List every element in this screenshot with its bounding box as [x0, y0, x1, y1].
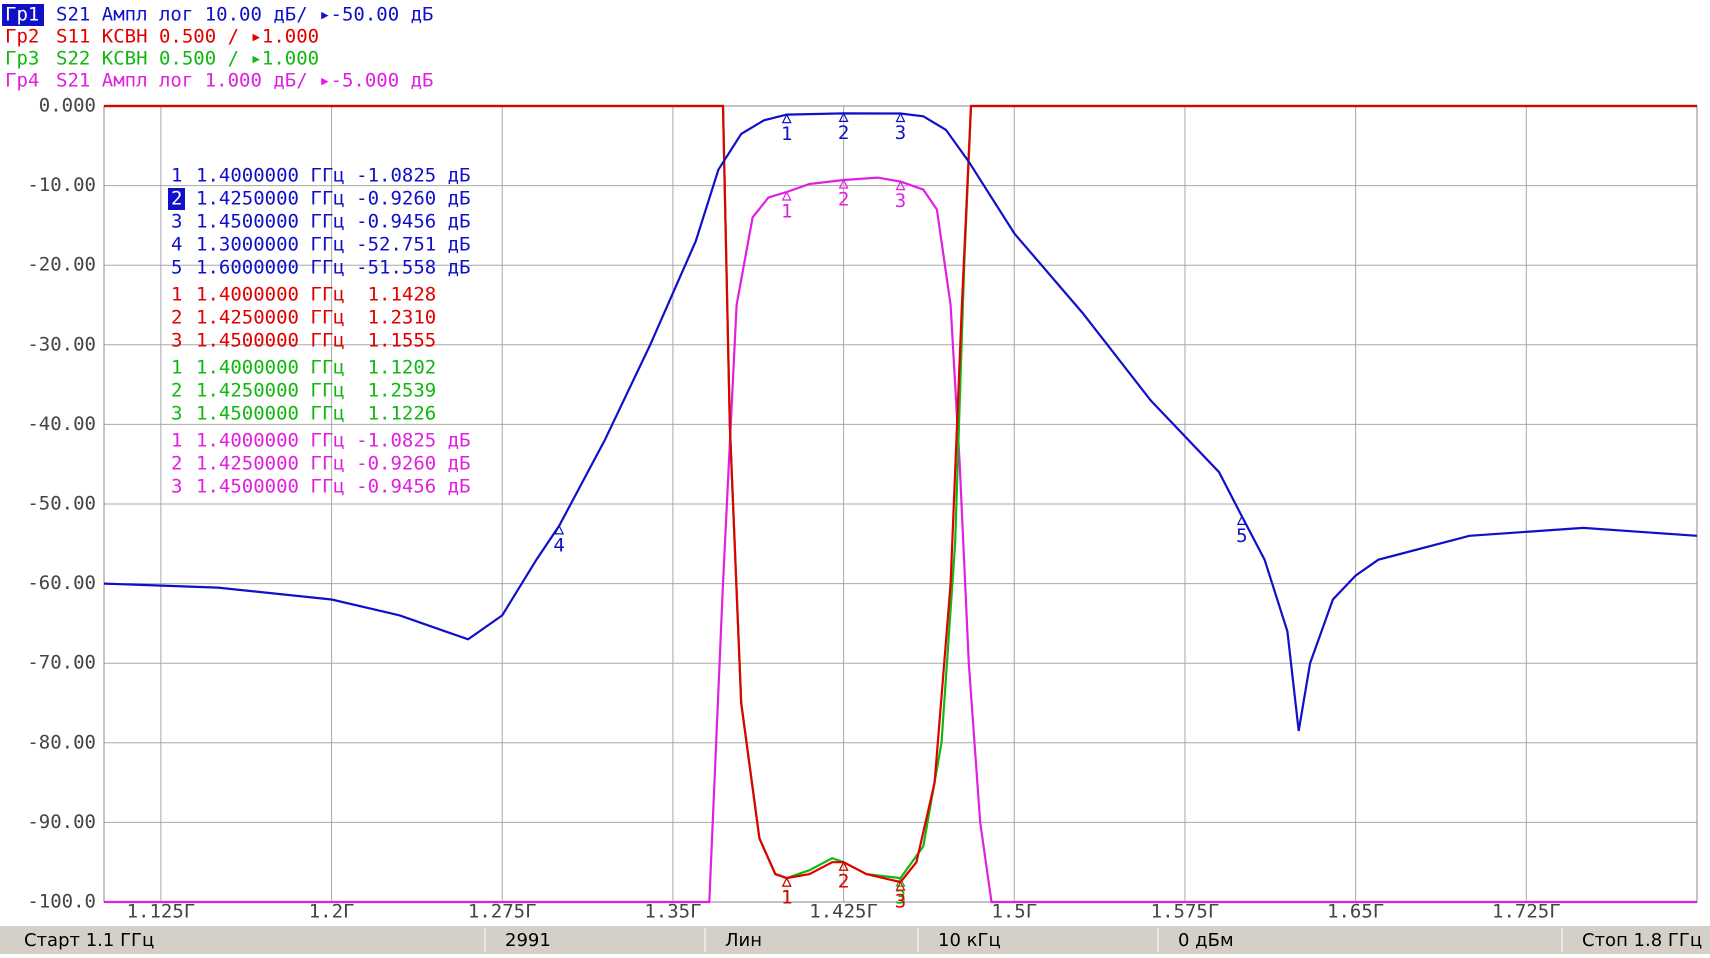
marker-number: 2 [171, 188, 182, 210]
marker-number: 2 [171, 380, 182, 402]
marker-triangle [895, 180, 906, 191]
marker-triangle [895, 880, 906, 891]
x-tick-label: 1.65Г [1327, 901, 1384, 923]
y-tick-label: -20.00 [27, 254, 96, 276]
marker-number: 1 [171, 165, 182, 187]
marker-readout: 1.4500000 ГГц -0.9456 дБ [196, 211, 471, 233]
marker-label: 3 [895, 190, 906, 212]
x-tick-label: 1.725Г [1492, 901, 1561, 923]
marker-triangle [781, 876, 792, 887]
marker-triangle [781, 113, 792, 124]
marker-number: 2 [171, 453, 182, 475]
marker-label: 1 [781, 887, 792, 909]
y-tick-label: -50.00 [27, 493, 96, 515]
status-field: 0 дБм [1178, 930, 1234, 951]
marker-readout: 1.3000000 ГГц -52.751 дБ [196, 234, 471, 256]
plot-frame [103, 105, 1698, 903]
y-tick-label: 0.000 [39, 95, 96, 117]
marker-readout: 1.4000000 ГГц 1.1428 [196, 284, 436, 306]
active-trace-badge [2, 4, 44, 26]
x-tick-label: 1.425Г [809, 901, 878, 923]
status-bar: Старт 1.1 ГГц 2991 Лин 10 кГц 0 дБм Стоп 1.8 … [0, 926, 1710, 954]
marker-readout: 1.4250000 ГГц 1.2310 [196, 307, 436, 329]
marker-triangle [838, 860, 849, 871]
status-bg [0, 926, 1710, 954]
marker-triangle [781, 190, 792, 201]
marker-label: 2 [838, 871, 849, 893]
x-tick-label: 1.35Г [644, 901, 701, 923]
x-tick-label: 1.125Г [127, 901, 196, 923]
marker-label: 3 [895, 122, 906, 144]
marker-readout: 1.4250000 ГГц 1.2539 [196, 380, 436, 402]
x-tick-label: 1.2Г [309, 901, 355, 923]
marker-label: 2 [838, 122, 849, 144]
y-tick-label: -60.00 [27, 572, 96, 594]
marker-number: 1 [171, 284, 182, 306]
marker-label: 1 [781, 123, 792, 145]
marker-label: 5 [1236, 525, 1247, 547]
marker-triangle [895, 112, 906, 123]
marker-readout: 1.6000000 ГГц -51.558 дБ [196, 257, 471, 279]
marker-readout: 1.4000000 ГГц 1.1202 [196, 357, 436, 379]
y-tick-label: -70.00 [27, 652, 96, 674]
marker-label: 2 [838, 189, 849, 211]
marker-triangle [838, 178, 849, 189]
status-field: Старт 1.1 ГГц [24, 930, 154, 951]
status-field: Лин [725, 930, 762, 951]
trace-id: Гр4 [5, 70, 39, 92]
marker-number: 2 [171, 307, 182, 329]
trace-setting: S22 КСВН 0.500 / ▸1.000 [56, 48, 319, 70]
marker-readout: 1.4500000 ГГц 1.1555 [196, 330, 436, 352]
status-field: 2991 [505, 930, 551, 951]
marker-triangle [1236, 515, 1247, 526]
marker-number: 5 [171, 257, 182, 279]
y-tick-label: -80.00 [27, 731, 96, 753]
marker-readout: 1.4500000 ГГц 1.1226 [196, 403, 436, 425]
marker-number: 3 [171, 476, 182, 498]
marker-triangle [838, 112, 849, 122]
marker-label: 3 [895, 891, 906, 913]
active-marker-badge [168, 188, 185, 210]
y-tick-label: -100.0 [27, 891, 96, 913]
y-tick-label: -10.00 [27, 174, 96, 196]
marker-number: 1 [171, 430, 182, 452]
trace-id: Гр2 [5, 26, 39, 48]
marker-label: 3 [895, 887, 906, 909]
trace [103, 112, 1698, 732]
trace-setting: S21 Ампл лог 10.00 дБ/ ▸-50.00 дБ [56, 4, 434, 26]
y-tick-label: -40.00 [27, 413, 96, 435]
marker-number: 3 [171, 211, 182, 233]
marker-readout: 1.4000000 ГГц -1.0825 дБ [196, 430, 471, 452]
x-tick-label: 1.575Г [1151, 901, 1220, 923]
marker-readout: 1.4000000 ГГц -1.0825 дБ [196, 165, 471, 187]
marker-readout: 1.4250000 ГГц -0.9260 дБ [196, 188, 471, 210]
marker-number: 3 [171, 403, 182, 425]
y-tick-label: -30.00 [27, 333, 96, 355]
marker-label: 2 [838, 871, 849, 893]
y-tick-label: -90.00 [27, 811, 96, 833]
trace [104, 176, 1697, 904]
status-field: 10 кГц [938, 930, 1001, 951]
marker-label: 1 [781, 200, 792, 222]
trace [104, 104, 1697, 884]
status-field: Стоп 1.8 ГГц [1582, 930, 1702, 951]
marker-readout: 1.4250000 ГГц -0.9260 дБ [196, 453, 471, 475]
marker-readout: 1.4500000 ГГц -0.9456 дБ [196, 476, 471, 498]
x-tick-label: 1.275Г [468, 901, 537, 923]
marker-number: 3 [171, 330, 182, 352]
marker-number: 1 [171, 357, 182, 379]
trace-setting: S11 КСВН 0.500 / ▸1.000 [56, 26, 319, 48]
marker-label: 4 [553, 534, 564, 556]
marker-triangle [554, 524, 565, 535]
marker-number: 4 [171, 234, 182, 256]
marker-label: 1 [781, 887, 792, 909]
trace-id: Гр1 [5, 4, 39, 26]
trace-id: Гр3 [5, 48, 39, 70]
trace-setting: S21 Ампл лог 1.000 дБ/ ▸-5.000 дБ [56, 70, 434, 92]
x-tick-label: 1.5Г [991, 901, 1037, 923]
